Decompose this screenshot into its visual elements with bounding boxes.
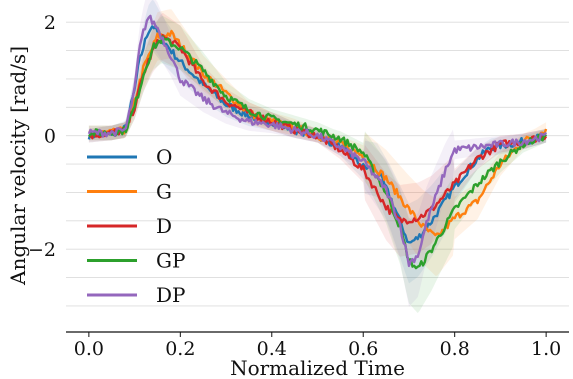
series-lines: [87, 14, 548, 270]
legend-label: DP: [156, 283, 186, 307]
grid-lines: [66, 21, 569, 307]
series-band-gp: [88, 15, 547, 314]
legend-item-d: D: [87, 214, 172, 238]
y-axis-label: Angular velocity [rad/s]: [6, 46, 30, 286]
x-tick-label: 0.8: [440, 338, 470, 360]
y-tick-label: −2: [28, 239, 56, 261]
x-tick-label: 0.6: [348, 338, 378, 360]
x-axis-label: Normalized Time: [230, 356, 405, 379]
legend-label: GP: [156, 249, 185, 273]
legend-label: G: [156, 180, 172, 204]
x-tick-label: 0.4: [257, 338, 287, 360]
series-line-dp: [87, 14, 548, 268]
y-tick-label: 0: [44, 126, 56, 148]
legend-label: O: [156, 145, 172, 169]
x-axis-ticks: 0.0 0.2 0.4 0.6 0.8 1.0: [74, 332, 561, 360]
legend-item-g: G: [87, 180, 172, 204]
y-tick-label: 2: [44, 12, 56, 34]
x-tick-label: 0.2: [165, 338, 195, 360]
legend-item-o: O: [87, 145, 172, 169]
y-axis-ticks: −2 0 2: [28, 12, 56, 261]
x-tick-label: 0.0: [74, 338, 104, 360]
series-line-gp: [88, 35, 548, 270]
x-tick-label: 1.0: [531, 338, 561, 360]
legend-label: D: [156, 214, 172, 238]
legend: OGD GP DP: [87, 145, 186, 307]
legend-item-dp: DP: [87, 283, 186, 307]
legend-item-gp: GP: [87, 249, 185, 273]
